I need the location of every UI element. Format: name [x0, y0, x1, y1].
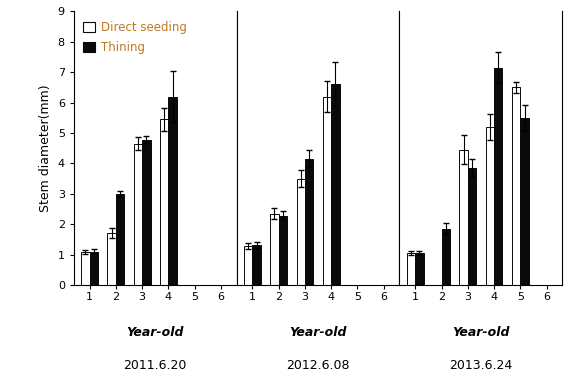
Bar: [81, 252, 90, 285]
Bar: [168, 97, 177, 285]
Y-axis label: Stem diameter(mm): Stem diameter(mm): [39, 84, 52, 212]
Bar: [486, 127, 494, 285]
Bar: [468, 168, 476, 285]
Bar: [494, 68, 503, 285]
Legend: Direct seeding, Thining: Direct seeding, Thining: [80, 17, 190, 57]
Bar: [270, 214, 279, 285]
Bar: [133, 144, 142, 285]
Bar: [441, 229, 450, 285]
Bar: [142, 140, 151, 285]
Bar: [323, 97, 331, 285]
Bar: [252, 245, 261, 285]
Bar: [512, 87, 520, 285]
Bar: [415, 253, 424, 285]
Bar: [160, 119, 168, 285]
Bar: [90, 252, 98, 285]
Text: 2012.6.08: 2012.6.08: [286, 359, 350, 372]
Text: Year-old: Year-old: [127, 326, 184, 339]
Text: 2013.6.24: 2013.6.24: [449, 359, 512, 372]
Bar: [279, 216, 287, 285]
Bar: [331, 84, 340, 285]
Bar: [305, 159, 314, 285]
Bar: [520, 118, 529, 285]
Bar: [407, 253, 415, 285]
Bar: [296, 179, 305, 285]
Bar: [107, 233, 116, 285]
Bar: [460, 150, 468, 285]
Text: Year-old: Year-old: [289, 326, 347, 339]
Text: 2011.6.20: 2011.6.20: [124, 359, 187, 372]
Bar: [244, 246, 252, 285]
Bar: [116, 194, 124, 285]
Text: Year-old: Year-old: [452, 326, 509, 339]
